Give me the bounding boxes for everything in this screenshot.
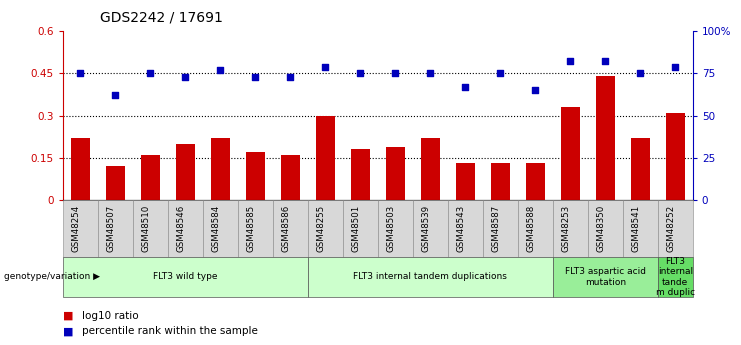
Bar [596,76,615,200]
Point [565,59,576,64]
Text: FLT3 wild type: FLT3 wild type [153,272,218,282]
Bar [350,149,370,200]
Bar [561,107,580,200]
Text: GSM48253: GSM48253 [562,205,571,252]
Bar [211,138,230,200]
Text: GSM48539: GSM48539 [422,205,431,252]
Point [390,71,402,76]
Text: ■: ■ [63,311,73,321]
Text: GSM48252: GSM48252 [666,205,675,252]
Point [144,71,156,76]
Text: ■: ■ [63,326,73,336]
Text: GSM48585: GSM48585 [247,205,256,252]
Bar [665,113,685,200]
Text: GSM48501: GSM48501 [351,205,360,252]
Text: GSM48503: GSM48503 [386,205,396,252]
Point [425,71,436,76]
Point [459,84,471,90]
Point [179,74,191,79]
Point [354,71,366,76]
Text: FLT3
internal
tande
m duplic: FLT3 internal tande m duplic [656,257,695,297]
Text: GSM48588: GSM48588 [526,205,535,252]
Bar [386,147,405,200]
Text: FLT3 internal tandem duplications: FLT3 internal tandem duplications [353,272,508,282]
Bar [106,166,125,200]
Point [529,87,541,93]
Text: GSM48546: GSM48546 [176,205,185,252]
Text: GSM48255: GSM48255 [316,205,325,252]
Text: GDS2242 / 17691: GDS2242 / 17691 [100,10,223,24]
Point [215,67,227,73]
Text: FLT3 aspartic acid
mutation: FLT3 aspartic acid mutation [565,267,646,287]
Text: GSM48543: GSM48543 [456,205,465,252]
Bar [491,164,510,200]
Text: GSM48510: GSM48510 [142,205,150,252]
Bar [176,144,195,200]
Text: percentile rank within the sample: percentile rank within the sample [82,326,257,336]
Text: GSM48584: GSM48584 [211,205,221,252]
Bar [456,164,475,200]
Point [110,92,122,98]
Point [669,64,681,69]
Point [75,71,87,76]
Text: genotype/variation ▶: genotype/variation ▶ [4,272,100,282]
Text: GSM48350: GSM48350 [597,205,605,252]
Bar [71,138,90,200]
Bar [246,152,265,200]
Text: GSM48507: GSM48507 [107,205,116,252]
Bar [526,164,545,200]
Point [634,71,646,76]
Text: GSM48254: GSM48254 [71,205,81,252]
Bar [631,138,650,200]
Bar [281,155,300,200]
Text: GSM48541: GSM48541 [631,205,640,252]
Point [599,59,611,64]
Bar [316,116,335,200]
Point [285,74,296,79]
Bar [141,155,160,200]
Point [319,64,331,69]
Text: GSM48587: GSM48587 [491,205,500,252]
Point [494,71,506,76]
Bar [421,138,440,200]
Point [250,74,262,79]
Text: log10 ratio: log10 ratio [82,311,138,321]
Text: GSM48586: GSM48586 [282,205,290,252]
